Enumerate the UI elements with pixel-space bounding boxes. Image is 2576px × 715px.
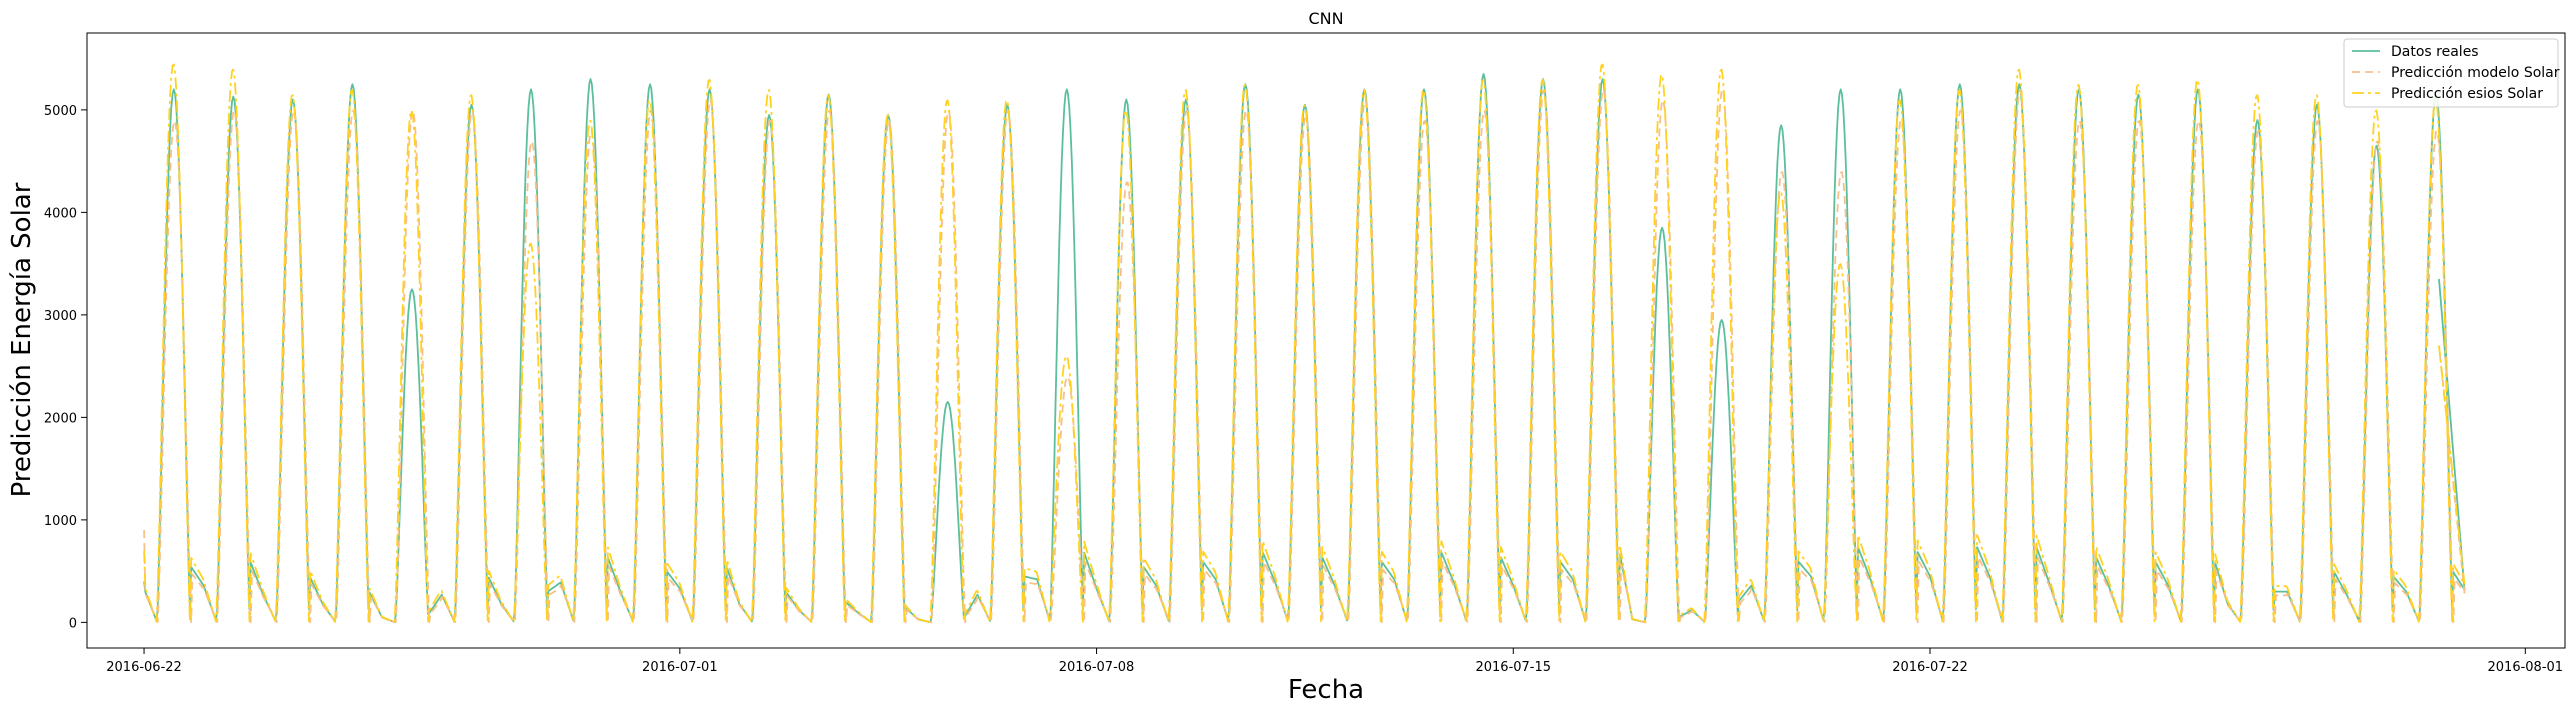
legend-label-datos-reales: Datos reales xyxy=(2391,44,2479,60)
plot-frame xyxy=(86,32,2566,649)
series-line-2 xyxy=(143,63,2466,624)
y-tick-label: 4000 xyxy=(44,206,77,221)
legend: Datos reales Predicción modelo Solar Pre… xyxy=(2343,38,2560,108)
x-tick-label: 2016-08-01 xyxy=(2488,660,2564,675)
x-tick-label: 2016-07-22 xyxy=(1892,660,1968,675)
x-axis: 2016-06-22 2016-07-01 2016-07-08 2016-07-15… xyxy=(106,648,2563,675)
x-tick-label: 2016-06-22 xyxy=(106,660,182,675)
plot-lines xyxy=(143,63,2466,624)
y-tick-label: 1000 xyxy=(44,514,77,529)
x-tick-label: 2016-07-01 xyxy=(642,660,718,675)
x-axis-title: Fecha xyxy=(1288,675,1364,705)
x-tick-label: 2016-07-08 xyxy=(1059,660,1135,675)
x-tick-label: 2016-07-15 xyxy=(1475,660,1551,675)
chart-title: CNN xyxy=(1308,9,1343,28)
y-tick-label: 5000 xyxy=(44,104,77,119)
legend-box xyxy=(2343,38,2559,108)
legend-label-prediccion-modelo: Predicción modelo Solar xyxy=(2391,65,2560,81)
legend-label-prediccion-esios: Predicción esios Solar xyxy=(2391,86,2543,102)
y-axis: 0 1000 2000 3000 4000 5000 xyxy=(44,104,87,631)
y-tick-label: 3000 xyxy=(44,309,77,324)
series-line-0 xyxy=(143,73,2466,624)
y-tick-label: 2000 xyxy=(44,411,77,426)
y-tick-label: 0 xyxy=(69,616,77,631)
series-line-1 xyxy=(143,89,2466,624)
y-axis-title: Predicción Energía Solar xyxy=(7,182,37,497)
